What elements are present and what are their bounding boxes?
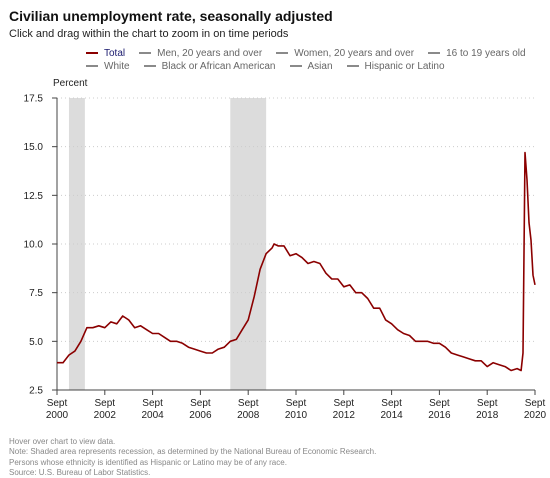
x-tick-month: Sept	[47, 398, 68, 409]
x-tick-year: 2006	[189, 410, 212, 421]
x-tick-year: 2018	[476, 410, 499, 421]
series-line-total[interactable]	[57, 151, 536, 372]
legend-item[interactable]: Asian	[289, 60, 333, 72]
chart-subtitle: Click and drag within the chart to zoom …	[9, 28, 289, 40]
y-tick-label: 5.0	[29, 337, 43, 348]
x-tick-month: Sept	[95, 398, 116, 409]
y-tick-label: 10.0	[24, 240, 44, 251]
y-tick-label: 15.0	[24, 142, 44, 153]
note-source: Source: U.S. Bureau of Labor Statistics.	[9, 467, 151, 477]
legend-label: Men, 20 years and over	[157, 47, 263, 59]
legend-label: White	[104, 60, 130, 72]
note-recession: Note: Shaded area represents recession, …	[9, 447, 377, 457]
legend-item[interactable]: Hispanic or Latino	[346, 60, 445, 72]
legend-swatch	[143, 65, 156, 67]
y-tick-label: 17.5	[24, 94, 44, 105]
x-tick-month: Sept	[142, 398, 163, 409]
legend-item[interactable]: White	[86, 61, 130, 72]
legend-item[interactable]: Black or African American	[143, 60, 276, 72]
legend-label: Women, 20 years and over	[294, 47, 415, 59]
x-tick-year: 2008	[237, 410, 260, 421]
y-tick-label: 12.5	[24, 191, 44, 202]
legend-row: White Black or African American Asian Hispa…	[86, 59, 459, 73]
y-axis-label: Percent	[53, 78, 88, 89]
legend-swatch	[86, 65, 98, 67]
x-tick-month: Sept	[477, 398, 498, 409]
x-tick-month: Sept	[190, 398, 211, 409]
y-tick-label: 7.5	[29, 288, 43, 299]
legend-item[interactable]: Total	[86, 48, 125, 59]
chart-title: Civilian unemployment rate, seasonally a…	[9, 8, 333, 24]
x-tick-month: Sept	[381, 398, 402, 409]
x-tick-year: 2010	[285, 410, 308, 421]
legend-swatch	[428, 52, 441, 54]
legend-item[interactable]: Women, 20 years and over	[276, 48, 414, 59]
legend-swatch	[346, 65, 359, 67]
legend-swatch	[139, 52, 152, 54]
x-tick-year: 2014	[380, 410, 403, 421]
x-tick-year: 2020	[524, 410, 547, 421]
x-tick-month: Sept	[334, 398, 355, 409]
legend-label: Total	[104, 47, 126, 59]
y-tick-label: 2.5	[29, 386, 43, 397]
legend-label: 16 to 19 years old	[446, 47, 526, 59]
x-tick-year: 2004	[141, 410, 164, 421]
legend-item[interactable]: Men, 20 years and over	[139, 48, 262, 59]
footnotes: Hover over chart to view data. Note: Sha…	[9, 437, 376, 478]
x-tick-year: 2012	[333, 410, 356, 421]
x-tick-month: Sept	[525, 398, 546, 409]
legend-label: Hispanic or Latino	[364, 60, 445, 72]
x-tick-year: 2002	[94, 410, 117, 421]
unemployment-line-chart[interactable]: Percent 2.55.07.510.012.515.017.5 Sept20…	[0, 0, 550, 430]
legend-swatch	[86, 52, 98, 54]
legend-swatch	[289, 65, 302, 67]
note-ethnicity: Persons whose ethnicity is identified as…	[9, 457, 287, 467]
legend-label: Asian	[307, 60, 333, 72]
legend-swatch	[276, 52, 289, 54]
note-hover: Hover over chart to view data.	[9, 437, 116, 446]
x-tick-year: 2016	[428, 410, 451, 421]
x-tick-month: Sept	[286, 398, 307, 409]
x-tick-month: Sept	[429, 398, 450, 409]
recession-band	[68, 98, 85, 390]
x-tick-year: 2000	[46, 410, 69, 421]
legend-item[interactable]: 16 to 19 years old	[428, 48, 526, 59]
legend-row: Total Men, 20 years and over Women, 20 yea…	[86, 46, 540, 60]
legend-label: Black or African American	[161, 60, 276, 72]
recession-band	[230, 98, 267, 390]
x-tick-month: Sept	[238, 398, 259, 409]
